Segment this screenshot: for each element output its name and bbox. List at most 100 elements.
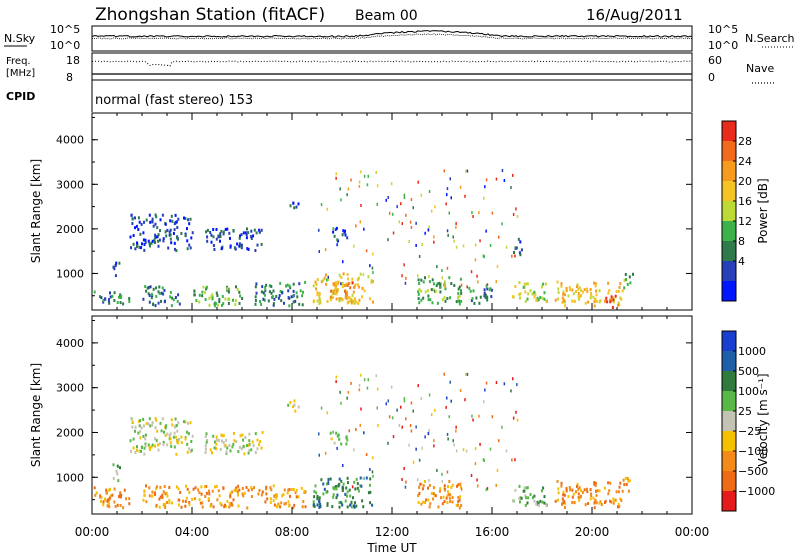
data-cell xyxy=(198,293,201,297)
data-cell xyxy=(376,387,379,391)
data-cell xyxy=(187,218,190,222)
data-cell xyxy=(524,300,527,303)
data-cell xyxy=(526,282,529,286)
data-cell xyxy=(420,298,423,302)
data-cell xyxy=(537,298,540,302)
data-cell xyxy=(424,480,426,483)
data-cell xyxy=(535,502,538,506)
data-cell xyxy=(251,440,254,444)
data-cell xyxy=(253,228,256,232)
data-cell xyxy=(430,209,433,213)
data-cell xyxy=(462,244,465,248)
data-cell xyxy=(119,491,122,495)
data-cell xyxy=(607,291,610,295)
data-cell xyxy=(241,487,244,490)
data-cell xyxy=(485,488,488,492)
data-cell xyxy=(498,439,500,443)
data-cell xyxy=(154,437,157,441)
data-cell xyxy=(174,213,177,217)
data-cell xyxy=(215,438,218,442)
data-cell xyxy=(144,240,147,244)
data-cell xyxy=(510,186,512,189)
data-cell xyxy=(283,301,285,305)
data-cell xyxy=(428,429,430,432)
data-cell xyxy=(303,489,306,493)
data-cell xyxy=(247,488,250,492)
data-cell xyxy=(219,232,222,236)
data-cell xyxy=(369,467,371,471)
data-cell xyxy=(618,303,621,307)
data-cell xyxy=(174,435,177,439)
data-cell xyxy=(345,435,348,439)
data-cell xyxy=(170,304,173,308)
data-cell xyxy=(215,484,218,488)
data-cell xyxy=(346,290,348,294)
data-cell xyxy=(345,292,347,296)
data-cell xyxy=(222,434,225,438)
data-cell xyxy=(498,235,500,239)
data-cell xyxy=(134,216,136,220)
data-cell xyxy=(600,503,603,506)
data-cell xyxy=(263,298,266,302)
data-cell xyxy=(272,303,275,307)
data-cell xyxy=(515,410,517,414)
colorbar-tick-label: 100 xyxy=(738,385,759,398)
data-cell xyxy=(164,230,167,234)
data-cell xyxy=(164,492,167,496)
data-cell xyxy=(193,497,196,501)
data-cell xyxy=(260,493,263,497)
data-cell xyxy=(293,206,296,210)
data-cell xyxy=(417,297,420,301)
data-cell xyxy=(544,282,547,286)
data-cell xyxy=(562,292,565,296)
data-cell xyxy=(418,458,421,462)
y-tick-label: 2000 xyxy=(56,223,84,236)
data-cell xyxy=(292,282,295,286)
data-cell xyxy=(357,302,360,306)
data-cell xyxy=(320,478,323,482)
data-cell xyxy=(152,287,155,291)
nave-tick-low: 0 xyxy=(708,71,715,84)
data-cell xyxy=(201,294,204,298)
data-cell xyxy=(347,277,349,281)
data-cell xyxy=(225,438,228,442)
data-cell xyxy=(441,480,443,484)
data-cell xyxy=(451,500,454,504)
data-cell xyxy=(430,492,433,495)
data-cell xyxy=(166,228,169,232)
data-cell xyxy=(156,429,159,433)
data-cell xyxy=(346,490,349,494)
data-cell xyxy=(108,298,110,302)
data-cell xyxy=(165,424,168,428)
data-cell xyxy=(342,482,345,486)
data-cell xyxy=(318,432,320,436)
data-cell xyxy=(460,289,462,293)
data-cell xyxy=(170,241,173,245)
data-cell xyxy=(294,491,297,495)
data-cell xyxy=(578,498,581,502)
data-cell xyxy=(479,295,482,299)
data-cell xyxy=(332,296,334,300)
data-cell xyxy=(176,299,179,303)
data-cell xyxy=(336,446,338,450)
data-cell xyxy=(168,501,171,505)
data-cell xyxy=(486,487,489,491)
data-cell xyxy=(142,238,145,242)
data-cell xyxy=(324,248,327,252)
data-cell xyxy=(387,238,389,242)
data-cell xyxy=(341,298,344,302)
data-cell xyxy=(617,502,620,506)
data-cell xyxy=(289,401,292,404)
data-cell xyxy=(572,492,575,496)
data-cell xyxy=(433,235,435,239)
data-cell xyxy=(164,434,167,437)
data-cell xyxy=(129,235,132,239)
data-cell xyxy=(429,298,432,302)
data-cell xyxy=(345,442,348,446)
data-cell xyxy=(441,269,443,272)
data-cell xyxy=(339,187,341,191)
y-tick-label: 4000 xyxy=(56,134,84,147)
